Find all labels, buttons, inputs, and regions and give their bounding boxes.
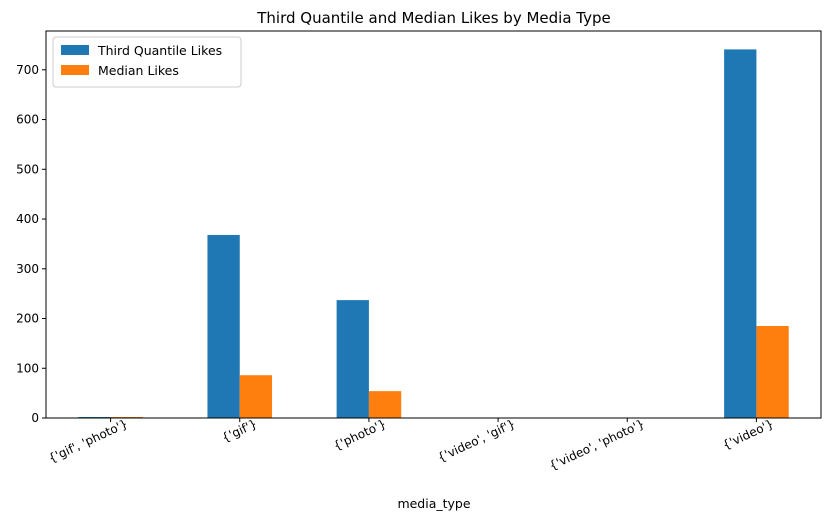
y-tick-label: 100 (16, 361, 39, 375)
bar (239, 375, 273, 418)
legend-label: Third Quantile Likes (97, 43, 222, 58)
y-tick-label: 300 (16, 262, 39, 276)
y-tick-label: 200 (16, 312, 39, 326)
y-axis-ticks: 0 100 200 300 400 500 600 700 (16, 63, 46, 425)
bar (336, 300, 369, 418)
y-tick-label: 0 (31, 411, 39, 425)
bar (368, 391, 402, 418)
y-tick-label: 400 (16, 212, 39, 226)
legend-box (52, 36, 242, 88)
bar (207, 234, 240, 418)
bar (724, 49, 757, 419)
legend-label: Median Likes (98, 63, 179, 78)
bar (756, 325, 789, 418)
chart-title: Third Quantile and Median Likes by Media… (256, 9, 611, 27)
y-tick-label: 500 (16, 162, 39, 176)
legend: Third Quantile Likes Median Likes (52, 36, 242, 88)
plot-frame (45, 30, 822, 419)
y-tick-label: 600 (16, 113, 39, 127)
x-axis-label: media_type (397, 496, 470, 511)
y-tick-label: 700 (16, 63, 39, 77)
legend-swatch (61, 65, 89, 75)
legend-swatch (61, 45, 89, 55)
